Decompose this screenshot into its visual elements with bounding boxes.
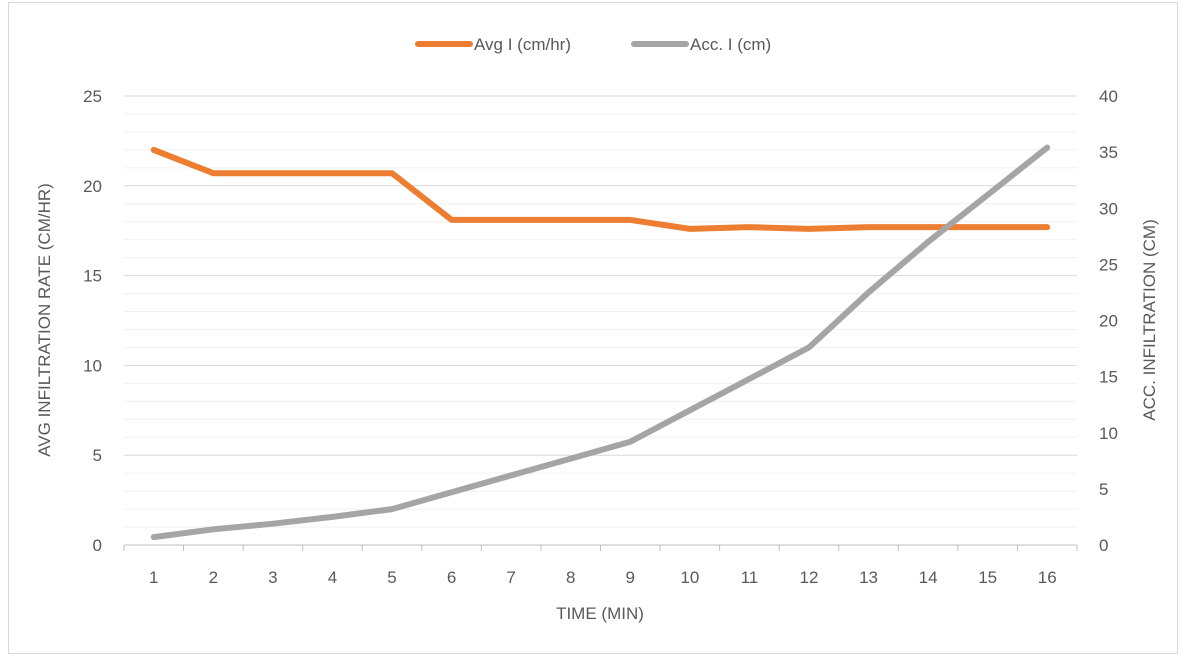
y-tick-label-left: 15 <box>83 267 102 286</box>
y-tick-label-right: 35 <box>1099 143 1118 162</box>
x-tick-label: 4 <box>328 568 337 587</box>
x-tick-label: 2 <box>209 568 218 587</box>
y-axis-title-left: AVG INFILTRATION RATE (CM/HR) <box>35 183 54 457</box>
series-line-avg-i <box>150 146 1051 232</box>
y-tick-label-right: 40 <box>1099 87 1118 106</box>
series-lines <box>150 144 1051 541</box>
y-tick-label-right: 30 <box>1099 199 1118 218</box>
legend: Avg I (cm/hr) Acc. I (cm) <box>415 35 771 54</box>
y-tick-label-right: 25 <box>1099 255 1118 274</box>
x-tick-label: 3 <box>268 568 277 587</box>
gridlines <box>124 95 1077 528</box>
x-tick-label: 13 <box>859 568 878 587</box>
x-tick-label: 10 <box>680 568 699 587</box>
y-tick-label-left: 10 <box>83 356 102 375</box>
x-tick-label: 16 <box>1038 568 1057 587</box>
x-axis-title: TIME (MIN) <box>556 604 644 623</box>
y-tick-label-left: 5 <box>93 446 102 465</box>
x-tick-label: 8 <box>566 568 575 587</box>
x-tick-label: 1 <box>149 568 158 587</box>
y-axis-title-right: ACC. INFILTRATION (CM) <box>1140 219 1159 420</box>
x-tick-label: 7 <box>506 568 515 587</box>
y-tick-label-right: 20 <box>1099 312 1118 331</box>
y-tick-label-right: 5 <box>1099 480 1108 499</box>
x-tick-label: 12 <box>800 568 819 587</box>
x-tick-label: 15 <box>978 568 997 587</box>
y-tick-label-right: 15 <box>1099 368 1118 387</box>
x-tick-label: 5 <box>387 568 396 587</box>
x-tick-label: 14 <box>919 568 938 587</box>
y-tick-label-right: 10 <box>1099 424 1118 443</box>
y-tick-label-left: 25 <box>83 87 102 106</box>
x-tick-label: 6 <box>447 568 456 587</box>
x-tick-label: 9 <box>626 568 635 587</box>
legend-label: Avg I (cm/hr) <box>474 35 571 54</box>
legend-label: Acc. I (cm) <box>690 35 771 54</box>
y-tick-label-right: 0 <box>1099 536 1108 555</box>
y-tick-label-left: 20 <box>83 177 102 196</box>
y-tick-label-left: 0 <box>93 536 102 555</box>
x-tick-label: 11 <box>741 568 759 587</box>
series-line-acc-i <box>150 144 1051 541</box>
